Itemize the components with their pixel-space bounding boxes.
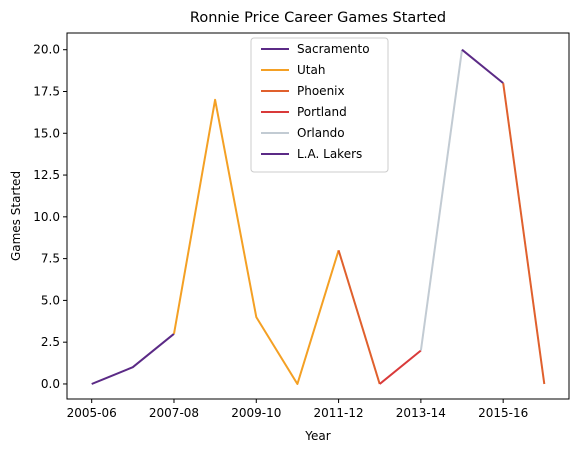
series-line-3 xyxy=(339,250,380,384)
y-tick-label: 12.5 xyxy=(33,168,60,182)
x-tick-label: 2015-16 xyxy=(478,406,528,420)
legend-label: L.A. Lakers xyxy=(297,147,362,161)
x-tick-label: 2009-10 xyxy=(231,406,281,420)
legend-label: Phoenix xyxy=(297,84,345,98)
legend-label: Portland xyxy=(297,105,347,119)
y-axis: 0.0 2.5 5.0 7.5 10.0 12.5 15.0 17.5 20.0 xyxy=(33,43,67,391)
series-line-7 xyxy=(503,83,544,384)
x-tick-label: 2007-08 xyxy=(149,406,199,420)
legend: Sacramento Utah Phoenix Portland Orlando L.A.… xyxy=(251,38,388,172)
x-tick-label: 2005-06 xyxy=(67,406,117,420)
y-axis-title: Games Started xyxy=(9,171,23,261)
legend-label: Utah xyxy=(297,63,325,77)
y-tick-label: 7.5 xyxy=(41,252,60,266)
chart-title: Ronnie Price Career Games Started xyxy=(190,10,446,26)
y-tick-label: 10.0 xyxy=(33,210,60,224)
y-tick-label: 2.5 xyxy=(41,335,60,349)
y-tick-label: 17.5 xyxy=(33,84,60,98)
series-line-4 xyxy=(380,351,421,385)
y-tick-label: 0.0 xyxy=(41,377,60,391)
x-axis: 2005-06 2007-08 2009-10 2011-12 2013-14 2015-… xyxy=(67,399,529,420)
y-tick-label: 15.0 xyxy=(33,126,60,140)
x-axis-title: Year xyxy=(304,429,330,443)
legend-label: Sacramento xyxy=(297,42,370,56)
x-tick-label: 2013-14 xyxy=(396,406,446,420)
y-tick-label: 5.0 xyxy=(41,293,60,307)
series-line-6 xyxy=(462,50,503,83)
series-line-1 xyxy=(92,334,174,384)
y-tick-label: 20.0 xyxy=(33,43,60,57)
x-tick-label: 2011-12 xyxy=(314,406,364,420)
series-line-5 xyxy=(421,50,462,351)
legend-label: Orlando xyxy=(297,126,345,140)
